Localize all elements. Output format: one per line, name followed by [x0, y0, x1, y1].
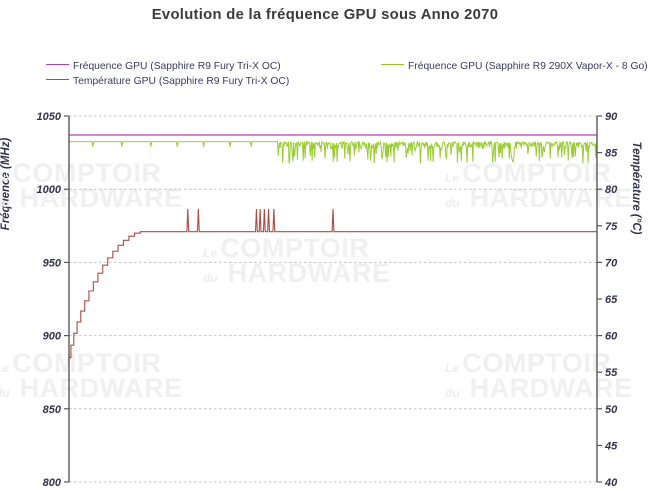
svg-text:55: 55 — [605, 367, 618, 379]
svg-text:50: 50 — [605, 404, 618, 416]
svg-text:950: 950 — [43, 257, 62, 269]
svg-text:1000: 1000 — [37, 184, 62, 196]
svg-text:85: 85 — [605, 148, 618, 160]
svg-text:80: 80 — [605, 184, 618, 196]
svg-text:850: 850 — [43, 404, 62, 416]
svg-text:70: 70 — [605, 257, 618, 269]
svg-text:90: 90 — [605, 111, 618, 123]
svg-text:60: 60 — [605, 331, 618, 343]
svg-text:75: 75 — [605, 221, 618, 233]
svg-text:1050: 1050 — [37, 111, 62, 123]
svg-text:800: 800 — [43, 477, 62, 489]
svg-text:900: 900 — [43, 331, 62, 343]
svg-text:40: 40 — [604, 477, 618, 489]
svg-text:45: 45 — [604, 440, 618, 452]
svg-text:65: 65 — [605, 294, 618, 306]
